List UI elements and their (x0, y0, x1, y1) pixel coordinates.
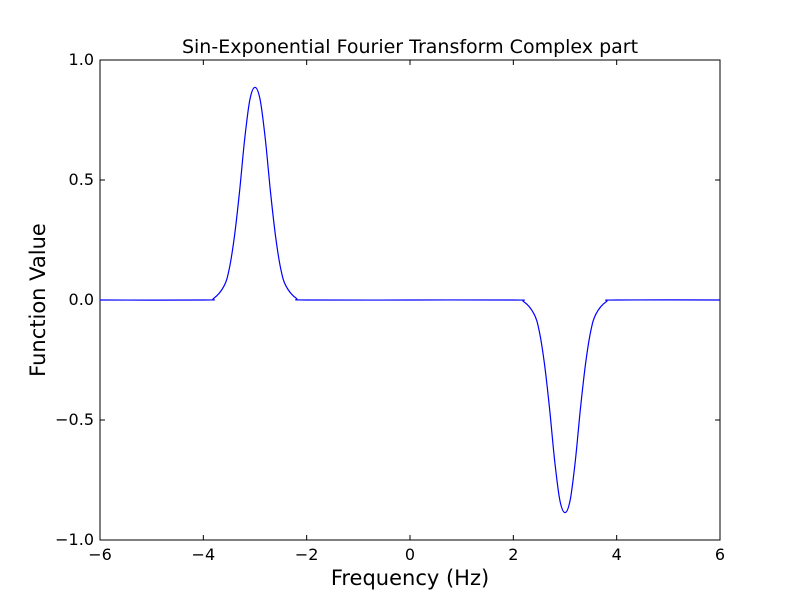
x-tick-label: 2 (508, 545, 518, 564)
y-tick-label: −1.0 (55, 530, 94, 549)
axis-tick-labels: −6 −4 −2 0 2 4 6 −1.0 −0.5 0.0 0.5 1.0 (55, 50, 725, 564)
x-tick-label: −6 (88, 545, 112, 564)
x-tick-label: −4 (192, 545, 216, 564)
y-tick-label: 0.5 (69, 170, 94, 189)
y-tick-label: −0.5 (55, 410, 94, 429)
y-tick-label: 0.0 (69, 290, 94, 309)
x-tick-label: 4 (612, 545, 622, 564)
chart-title: Sin-Exponential Fourier Transform Comple… (182, 36, 638, 58)
x-tick-label: −2 (295, 545, 319, 564)
x-axis-label: Frequency (Hz) (331, 566, 489, 590)
y-axis-label: Function Value (26, 223, 50, 377)
x-tick-label: 0 (405, 545, 415, 564)
series-line (99, 86, 721, 514)
axis-ticks (99, 59, 721, 541)
y-tick-label: 1.0 (69, 50, 94, 69)
x-tick-label: 6 (715, 545, 725, 564)
